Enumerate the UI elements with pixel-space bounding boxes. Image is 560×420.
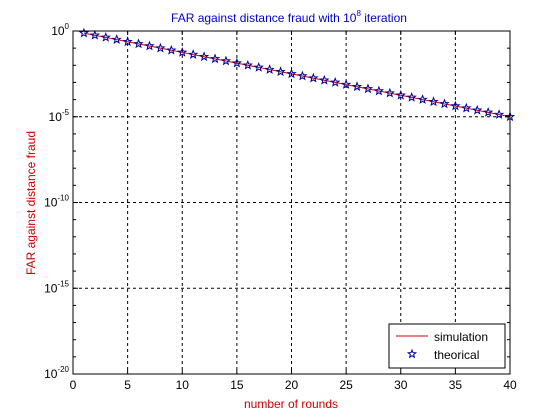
series-line-simulation bbox=[83, 32, 511, 118]
data-point-theorical bbox=[406, 92, 417, 102]
x-axis-label: number of rounds bbox=[244, 397, 338, 411]
series-layer bbox=[78, 27, 516, 122]
data-point-theorical bbox=[209, 53, 221, 64]
y-tick-label: 10-10 bbox=[44, 194, 69, 210]
data-point-theorical bbox=[286, 68, 297, 79]
data-point-theorical bbox=[297, 70, 308, 81]
x-tick-label: 25 bbox=[339, 378, 353, 392]
grid-lines bbox=[73, 31, 510, 374]
data-point-theorical bbox=[340, 79, 352, 89]
data-point-theorical bbox=[166, 44, 177, 55]
legend: simulation theorical bbox=[388, 323, 506, 369]
x-tick-label: 0 bbox=[70, 378, 77, 392]
legend-theorical-label: theorical bbox=[434, 348, 479, 362]
data-point-theorical bbox=[177, 47, 188, 57]
data-point-theorical bbox=[439, 98, 450, 109]
data-point-theorical bbox=[472, 104, 483, 115]
data-point-theorical bbox=[220, 55, 232, 66]
x-tick-label: 20 bbox=[285, 378, 299, 392]
data-point-theorical bbox=[264, 64, 275, 74]
data-point-theorical bbox=[373, 85, 385, 96]
y-tick-label: 100 bbox=[51, 22, 69, 38]
data-point-theorical bbox=[384, 87, 395, 98]
data-point-theorical bbox=[100, 32, 111, 42]
data-point-theorical bbox=[417, 94, 428, 104]
chart-title: FAR against distance fraud with 108 iter… bbox=[171, 9, 407, 25]
data-point-theorical bbox=[231, 57, 243, 68]
data-point-theorical bbox=[483, 107, 494, 117]
y-tick-label: 10-15 bbox=[44, 279, 69, 295]
x-tick-label: 40 bbox=[503, 378, 517, 392]
data-point-theorical bbox=[155, 42, 166, 53]
x-tick-label: 30 bbox=[394, 378, 408, 392]
data-point-theorical bbox=[461, 102, 472, 113]
data-point-theorical bbox=[133, 38, 144, 49]
data-point-theorical bbox=[144, 40, 155, 51]
x-tick-label: 10 bbox=[176, 378, 190, 392]
data-point-theorical bbox=[242, 59, 253, 70]
data-point-theorical bbox=[362, 83, 374, 94]
data-point-theorical bbox=[111, 34, 122, 44]
data-point-theorical bbox=[395, 89, 406, 100]
tick-layer: 0 5 10 15 20 25 30 35 40 100 10-5 10-10 10-15 10-20 bbox=[44, 22, 517, 392]
x-tick-label: 5 bbox=[124, 378, 131, 392]
data-point-theorical bbox=[89, 29, 100, 40]
x-tick-label: 15 bbox=[230, 378, 244, 392]
data-point-theorical bbox=[253, 62, 264, 72]
data-point-theorical bbox=[493, 109, 505, 119]
data-point-theorical bbox=[78, 27, 90, 38]
data-point-theorical bbox=[351, 81, 363, 92]
data-point-theorical bbox=[330, 77, 341, 87]
legend-box bbox=[388, 323, 506, 369]
data-point-theorical bbox=[198, 51, 210, 62]
data-point-theorical bbox=[319, 74, 330, 85]
y-tick-label: 10-20 bbox=[44, 365, 69, 381]
y-axis-label: FAR against distance fraud bbox=[24, 131, 38, 275]
data-point-theorical bbox=[308, 72, 319, 83]
legend-theorical-swatch bbox=[406, 348, 418, 359]
data-point-theorical bbox=[428, 96, 439, 107]
data-point-theorical bbox=[275, 66, 286, 77]
legend-simulation-label: simulation bbox=[434, 330, 488, 344]
data-point-theorical bbox=[188, 49, 199, 59]
x-tick-label: 35 bbox=[449, 378, 463, 392]
data-point-theorical bbox=[122, 36, 133, 47]
data-point-theorical bbox=[450, 100, 461, 111]
y-tick-label: 10-5 bbox=[49, 108, 70, 124]
